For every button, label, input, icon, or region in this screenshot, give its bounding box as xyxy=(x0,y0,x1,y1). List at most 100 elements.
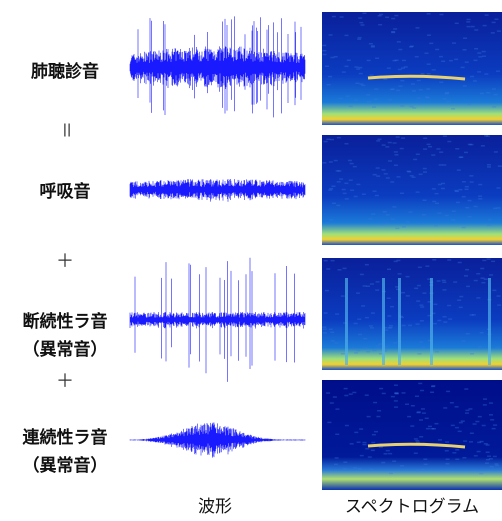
spectrogram-noise xyxy=(405,403,409,405)
spectrogram-noise xyxy=(375,58,379,60)
spectrogram-noise xyxy=(338,269,342,271)
spectrogram-noise xyxy=(452,42,456,44)
spectrogram xyxy=(322,380,502,490)
spectrogram-noise xyxy=(419,419,423,421)
spectrogram-noise xyxy=(330,57,334,59)
row-label: 連続性ラ音 xyxy=(23,427,108,448)
spectrogram-noise xyxy=(465,412,469,414)
spectrogram-noise xyxy=(391,32,395,34)
spectrogram-noise xyxy=(350,443,354,445)
spectrogram-noise xyxy=(447,141,451,143)
spectrogram-noise xyxy=(427,13,431,15)
spectrogram-noise xyxy=(326,392,330,394)
spectrogram-noise xyxy=(344,395,348,397)
spectrogram-noise xyxy=(415,27,419,29)
spectrogram-noise xyxy=(391,18,395,20)
spectrogram-noise xyxy=(445,215,449,217)
spectrogram-noise xyxy=(449,60,453,62)
spectrogram-noise xyxy=(455,406,459,408)
spectrogram-noise xyxy=(481,282,485,284)
spectrogram-noise xyxy=(422,412,426,414)
spectrogram-noise xyxy=(461,340,465,342)
spectrogram-noise xyxy=(464,388,468,390)
spectrogram-noise xyxy=(407,416,411,418)
spectrogram-noise xyxy=(371,450,375,452)
spectrogram-noise xyxy=(439,56,443,58)
spectrogram-burst xyxy=(382,278,385,365)
spectrogram-noise xyxy=(414,288,418,290)
spectrogram-noise xyxy=(347,60,351,62)
spectrogram-noise xyxy=(470,76,474,78)
spectrogram-noise xyxy=(395,228,399,230)
spectrogram-noise xyxy=(495,347,499,349)
spectrogram-noise xyxy=(483,25,487,27)
spectrogram-noise xyxy=(329,328,333,330)
spectrogram-noise xyxy=(397,41,401,43)
spectrogram-noise xyxy=(324,312,328,314)
spectrogram-noise xyxy=(417,285,421,287)
spectrogram-noise xyxy=(420,469,424,471)
spectrogram-noise xyxy=(373,174,377,176)
spectrogram-noise xyxy=(371,213,375,215)
spectrogram-noise xyxy=(388,142,392,144)
spectrogram-noise xyxy=(435,49,439,51)
spectrogram-noise xyxy=(470,433,474,435)
spectrogram-noise xyxy=(458,189,462,191)
spectrogram-noise xyxy=(450,402,454,404)
spectrogram-noise xyxy=(457,169,461,171)
spectrogram-noise xyxy=(419,174,423,176)
spectrogram-noise xyxy=(329,188,333,190)
spectrogram-noise xyxy=(398,69,402,71)
spectrogram-noise xyxy=(456,202,460,204)
spectrogram-noise xyxy=(415,56,419,58)
spectrogram-noise xyxy=(334,160,338,162)
spectrogram-noise xyxy=(335,408,339,410)
spectrogram-noise xyxy=(378,343,382,345)
spectrogram-noise xyxy=(388,160,392,162)
spectrogram-noise xyxy=(473,80,477,82)
spectrogram-noise xyxy=(374,88,378,90)
spectrogram-noise xyxy=(357,441,361,443)
spectrogram-noise xyxy=(425,418,429,420)
spectrogram-noise xyxy=(358,334,362,336)
spectrogram-noise xyxy=(423,171,427,173)
spectrogram-noise xyxy=(437,280,441,282)
spectrogram-noise xyxy=(375,195,379,197)
spectrogram-noise xyxy=(451,219,455,221)
spectrogram-noise xyxy=(445,441,449,443)
spectrogram-noise xyxy=(406,276,410,278)
spectrogram-noise xyxy=(462,457,466,459)
spectrogram-noise xyxy=(462,227,466,229)
spectrogram-noise xyxy=(339,178,343,180)
operator: ＝ xyxy=(55,121,76,139)
spectrogram-noise xyxy=(382,393,386,395)
spectrogram-noise xyxy=(423,148,427,150)
spectrogram-noise xyxy=(455,191,459,193)
spectrogram-noise xyxy=(376,175,380,177)
spectrogram-noise xyxy=(459,296,463,298)
spectrogram-noise xyxy=(437,320,441,322)
spectrogram-noise xyxy=(422,200,426,202)
spectrogram-noise xyxy=(414,438,418,440)
spectrogram-noise xyxy=(329,219,333,221)
spectrogram-noise xyxy=(393,142,397,144)
spectrogram-noise xyxy=(419,89,423,91)
spectrogram-noise xyxy=(343,462,347,464)
spectrogram-noise xyxy=(455,23,459,25)
spectrogram-noise xyxy=(330,402,334,404)
spectrogram-noise xyxy=(436,148,440,150)
spectrogram-noise xyxy=(322,326,326,328)
spectrogram-noise xyxy=(332,16,336,18)
spectrogram-noise xyxy=(464,275,468,277)
spectrogram-noise xyxy=(443,135,447,137)
spectrogram-noise xyxy=(322,162,326,164)
spectrogram-noise xyxy=(378,24,382,26)
spectrogram-noise xyxy=(330,139,334,141)
spectrogram-noise xyxy=(399,85,403,87)
spectrogram-noise xyxy=(465,269,469,271)
spectrogram-noise xyxy=(422,292,426,294)
spectrogram-noise xyxy=(474,206,478,208)
spectrogram-noise xyxy=(451,425,455,427)
spectrogram-noise xyxy=(493,208,497,210)
spectrogram-noise xyxy=(487,455,491,457)
